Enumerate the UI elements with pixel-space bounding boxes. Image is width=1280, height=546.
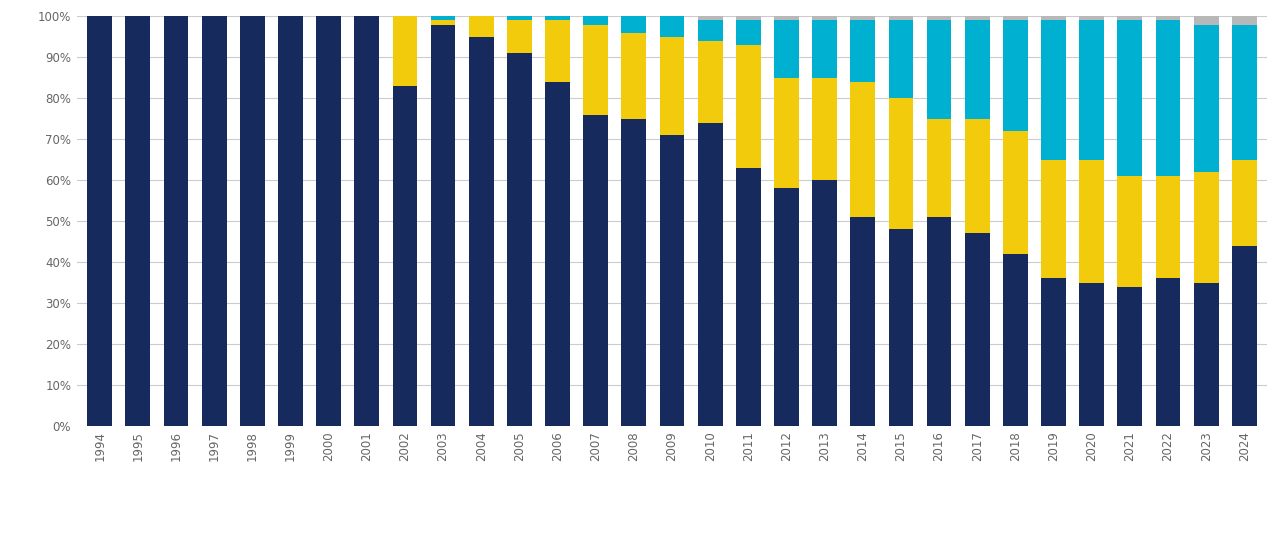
Bar: [622, 119, 646, 426]
Bar: [584, 25, 608, 115]
Bar: [507, 16, 531, 21]
Bar: [1156, 278, 1180, 426]
Bar: [698, 41, 722, 123]
Bar: [584, 115, 608, 426]
Bar: [1004, 131, 1028, 254]
Bar: [1041, 278, 1066, 426]
Bar: [202, 16, 227, 426]
Bar: [545, 82, 570, 426]
Bar: [87, 16, 113, 426]
Bar: [736, 21, 760, 45]
Bar: [1194, 283, 1219, 426]
Bar: [1117, 21, 1142, 176]
Bar: [659, 37, 685, 135]
Bar: [355, 16, 379, 426]
Bar: [850, 21, 876, 82]
Bar: [1156, 21, 1180, 176]
Bar: [927, 21, 951, 119]
Bar: [736, 168, 760, 426]
Bar: [1231, 25, 1257, 159]
Bar: [813, 16, 837, 21]
Bar: [736, 45, 760, 168]
Bar: [1117, 287, 1142, 426]
Bar: [698, 21, 722, 41]
Bar: [850, 217, 876, 426]
Bar: [1041, 16, 1066, 21]
Bar: [927, 119, 951, 217]
Bar: [1117, 176, 1142, 287]
Bar: [1156, 16, 1180, 21]
Bar: [927, 16, 951, 21]
Bar: [888, 229, 914, 426]
Bar: [736, 16, 760, 21]
Bar: [316, 16, 340, 426]
Bar: [507, 54, 531, 426]
Bar: [698, 16, 722, 21]
Bar: [1194, 16, 1219, 25]
Bar: [430, 25, 456, 426]
Bar: [1041, 21, 1066, 159]
Bar: [965, 119, 989, 234]
Bar: [888, 16, 914, 21]
Bar: [545, 21, 570, 82]
Bar: [659, 16, 685, 37]
Bar: [1004, 16, 1028, 21]
Bar: [1231, 16, 1257, 25]
Bar: [888, 21, 914, 98]
Bar: [927, 217, 951, 426]
Bar: [1079, 160, 1105, 283]
Bar: [468, 37, 494, 426]
Bar: [813, 78, 837, 180]
Bar: [1041, 160, 1066, 278]
Bar: [430, 16, 456, 21]
Bar: [1156, 176, 1180, 278]
Bar: [1079, 21, 1105, 159]
Bar: [1194, 25, 1219, 172]
Bar: [813, 180, 837, 426]
Bar: [774, 78, 799, 188]
Bar: [393, 86, 417, 426]
Bar: [698, 123, 722, 426]
Bar: [1117, 16, 1142, 21]
Bar: [1079, 16, 1105, 21]
Bar: [1194, 172, 1219, 283]
Bar: [774, 21, 799, 78]
Bar: [125, 16, 150, 426]
Bar: [659, 135, 685, 426]
Bar: [850, 16, 876, 21]
Bar: [584, 16, 608, 25]
Bar: [468, 16, 494, 37]
Bar: [622, 16, 646, 33]
Bar: [965, 16, 989, 21]
Bar: [507, 21, 531, 54]
Bar: [888, 98, 914, 229]
Bar: [278, 16, 303, 426]
Bar: [1079, 283, 1105, 426]
Bar: [545, 16, 570, 21]
Bar: [774, 16, 799, 21]
Bar: [1231, 160, 1257, 246]
Bar: [430, 21, 456, 25]
Bar: [239, 16, 265, 426]
Bar: [1004, 21, 1028, 131]
Bar: [622, 33, 646, 119]
Bar: [813, 21, 837, 78]
Bar: [965, 234, 989, 426]
Bar: [965, 21, 989, 119]
Bar: [164, 16, 188, 426]
Bar: [1231, 246, 1257, 426]
Bar: [774, 188, 799, 426]
Bar: [850, 82, 876, 217]
Bar: [393, 16, 417, 86]
Bar: [1004, 254, 1028, 426]
